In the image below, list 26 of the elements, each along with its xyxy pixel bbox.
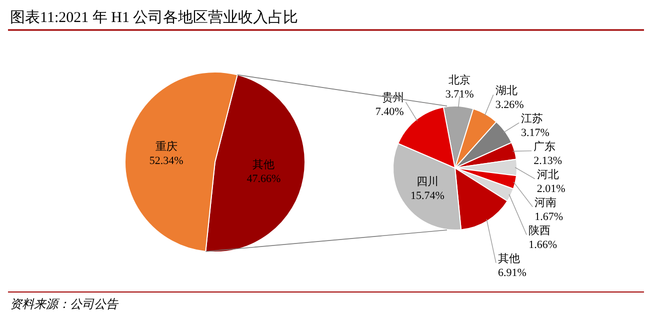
data-label: 47.66% [246,172,281,185]
slice-label: 贵州 [382,91,404,104]
data-label: 3.26% [495,98,524,111]
slice-label: 北京 [448,73,471,86]
slice-label: 河北 [536,168,559,181]
text: 资料来源：公司公告 [10,297,119,311]
data-label: 3.71% [445,88,474,100]
slice-label: 陕西 [528,224,551,237]
data-label: 3.17% [521,126,550,139]
slice-label: 湖北 [495,84,518,97]
slice-label: 重庆 [155,140,178,154]
slice-label: 广东 [534,140,556,153]
slice-label: 其他 [498,252,520,265]
chart-title: 图表11:2021 年 H1 公司各地区营业收入占比 [10,9,298,26]
data-label: 52.34% [149,155,184,168]
slice-label: 四川 [416,175,438,188]
slice-label: 河南 [534,196,557,209]
data-label: 1.66% [528,238,558,251]
data-label: 2.01% [536,182,566,195]
slice-label: 其他 [252,158,275,171]
data-label: 2.13% [534,154,562,167]
data-label: 15.74% [410,190,444,202]
data-label: 1.67% [534,210,564,223]
data-label: 7.40% [375,106,404,118]
data-label: 6.91% [498,266,526,279]
slice-label: 江苏 [521,112,544,125]
